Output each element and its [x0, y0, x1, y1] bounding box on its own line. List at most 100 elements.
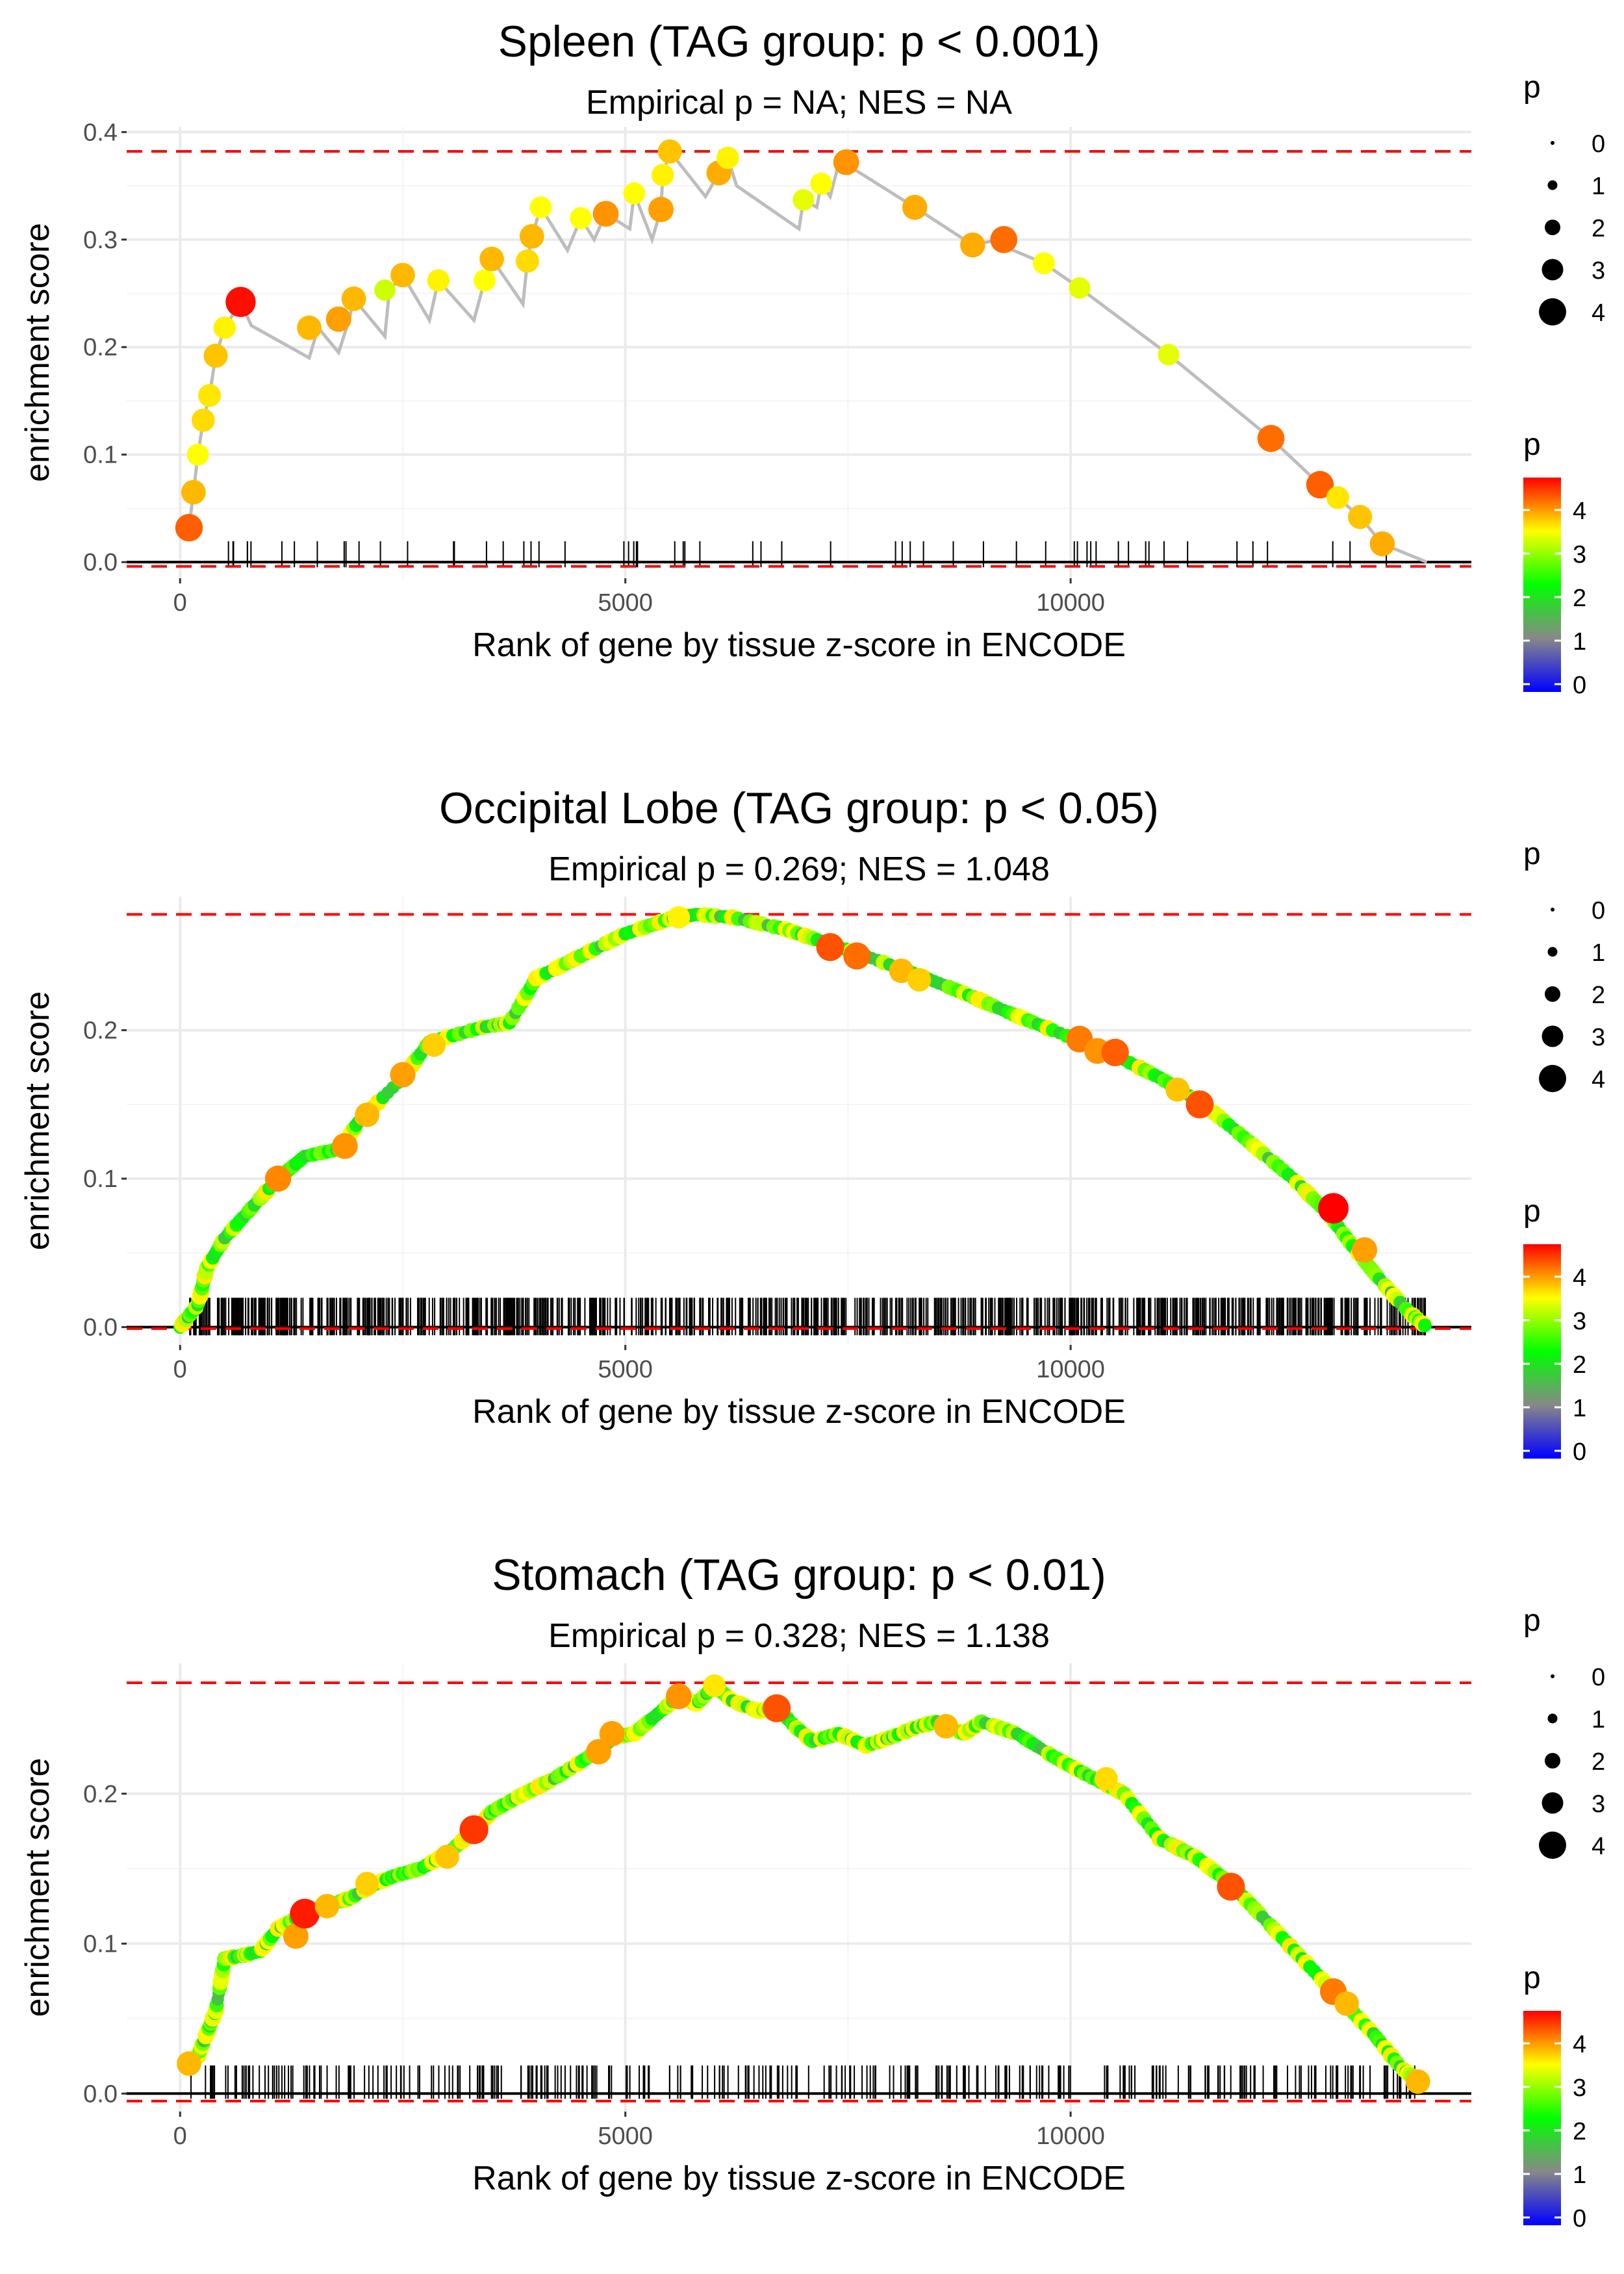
- y-tick-label: 0.1: [83, 1931, 118, 1958]
- chart-subtitle: Empirical p = 0.269; NES = 1.048: [548, 850, 1050, 888]
- size-legend-key: [1547, 1713, 1558, 1724]
- size-legend-label: 4: [1592, 300, 1605, 327]
- color-legend-bar: [1523, 478, 1561, 692]
- color-legend-label: 0: [1573, 672, 1586, 699]
- color-legend-label: 1: [1573, 1395, 1586, 1422]
- gene-point: [283, 1923, 309, 1949]
- gene-point: [515, 249, 539, 273]
- x-tick-label: 5000: [598, 589, 653, 617]
- gene-point: [1417, 1318, 1432, 1333]
- x-tick-label: 5000: [598, 2123, 653, 2150]
- gene-point: [933, 1714, 959, 1739]
- chart-title: Stomach (TAG group: p < 0.01): [492, 1550, 1106, 1600]
- gene-point: [793, 188, 815, 211]
- color-legend-label: 4: [1573, 498, 1586, 525]
- gene-point: [290, 1898, 320, 1929]
- gene-point: [390, 262, 415, 288]
- gene-points: [173, 906, 1432, 1334]
- chart-subtitle: Empirical p = 0.328; NES = 1.138: [548, 1617, 1050, 1655]
- size-legend-label: 4: [1592, 1066, 1605, 1093]
- gene-points: [177, 1674, 1430, 2094]
- gene-point: [427, 269, 450, 292]
- gene-point: [1186, 1090, 1214, 1119]
- gene-point: [192, 408, 215, 432]
- size-legend-key: [1547, 180, 1558, 190]
- gene-point: [1033, 252, 1055, 275]
- gene-point: [592, 201, 619, 227]
- gene-point: [810, 172, 833, 195]
- size-legend-label: 0: [1592, 131, 1605, 158]
- gene-point: [666, 1683, 692, 1709]
- size-legend-key: [1551, 908, 1554, 912]
- gene-point: [889, 958, 914, 984]
- y-tick-label: 0.2: [83, 334, 118, 361]
- x-tick-label: 10000: [1036, 589, 1105, 617]
- gene-point: [314, 1893, 340, 1919]
- color-legend-title: p: [1523, 1961, 1541, 1995]
- gene-point: [1095, 1767, 1118, 1791]
- gene-point: [1369, 531, 1395, 557]
- gene-point: [960, 232, 985, 258]
- color-legend-label: 4: [1573, 2031, 1586, 2058]
- gene-point: [717, 146, 739, 170]
- running-es-line: [187, 147, 1428, 564]
- gene-point: [529, 196, 552, 219]
- gene-point: [331, 1132, 358, 1159]
- x-axis-title: Rank of gene by tissue z-score in ENCODE: [472, 1393, 1126, 1431]
- size-legend-label: 0: [1592, 1664, 1605, 1691]
- gene-point: [1257, 425, 1285, 452]
- gene-point: [422, 1033, 446, 1057]
- gene-point: [264, 1165, 292, 1192]
- gene-point: [1405, 2069, 1430, 2094]
- color-legend-label: 4: [1573, 1264, 1586, 1292]
- gene-point: [1217, 1872, 1245, 1901]
- gene-point: [570, 207, 592, 229]
- size-legend-title: p: [1523, 837, 1541, 871]
- gene-point: [1165, 1077, 1190, 1102]
- gene-point: [833, 149, 859, 175]
- color-legend: p 4 3 2 1 0: [1523, 1961, 1586, 2232]
- y-tick-label: 0.0: [83, 2080, 118, 2108]
- color-legend-label: 1: [1573, 2162, 1586, 2189]
- color-legend-label: 0: [1573, 1438, 1586, 1466]
- gene-point: [181, 479, 206, 505]
- color-legend-label: 3: [1573, 2075, 1586, 2102]
- size-legend-label: 2: [1592, 982, 1605, 1009]
- size-legend-key: [1551, 141, 1554, 145]
- gene-points: [175, 139, 1395, 557]
- color-legend-bar: [1523, 2011, 1561, 2225]
- size-legend-key: [1545, 1753, 1560, 1769]
- size-legend-key: [1542, 259, 1564, 281]
- gene-point: [390, 1062, 416, 1088]
- size-legend: p 0 1 2 3 4: [1523, 837, 1605, 1093]
- x-axis-title: Rank of gene by tissue z-score in ENCODE: [472, 626, 1126, 664]
- y-tick-label: 0.4: [83, 119, 118, 146]
- size-legend-label: 0: [1592, 897, 1605, 925]
- size-legend: p 0 1 2 3 4: [1523, 1603, 1605, 1860]
- y-tick-label: 0.2: [83, 1017, 118, 1045]
- y-axis-title: enrichment score: [19, 991, 57, 1251]
- size-legend-title: p: [1523, 1603, 1541, 1638]
- chart-subtitle: Empirical p = NA; NES = NA: [586, 84, 1012, 121]
- gene-point: [341, 286, 366, 311]
- gene-point: [297, 315, 322, 340]
- gene-point: [225, 287, 256, 317]
- color-legend-label: 2: [1573, 585, 1586, 612]
- gene-point: [657, 139, 682, 164]
- y-axis-title: enrichment score: [19, 1758, 57, 2017]
- size-legend-label: 4: [1592, 1833, 1605, 1860]
- gene-point: [1069, 277, 1091, 299]
- gene-point: [648, 196, 674, 222]
- color-legend-bar: [1523, 1244, 1561, 1459]
- color-legend-label: 2: [1573, 1351, 1586, 1379]
- chart-panel-1: Spleen (TAG group: p < 0.001) Empirical p…: [19, 17, 1605, 699]
- y-axis-title: enrichment score: [19, 223, 57, 482]
- color-legend: p 4 3 2 1 0: [1523, 428, 1586, 699]
- gene-point: [435, 1845, 460, 1869]
- y-tick-label: 0.1: [83, 442, 118, 469]
- x-tick-label: 5000: [598, 1356, 653, 1383]
- gene-point: [816, 933, 844, 962]
- chart-panel-2: Occipital Lobe (TAG group: p < 0.05) Empi…: [19, 784, 1605, 1466]
- x-axis-title: Rank of gene by tissue z-score in ENCODE: [472, 2160, 1126, 2197]
